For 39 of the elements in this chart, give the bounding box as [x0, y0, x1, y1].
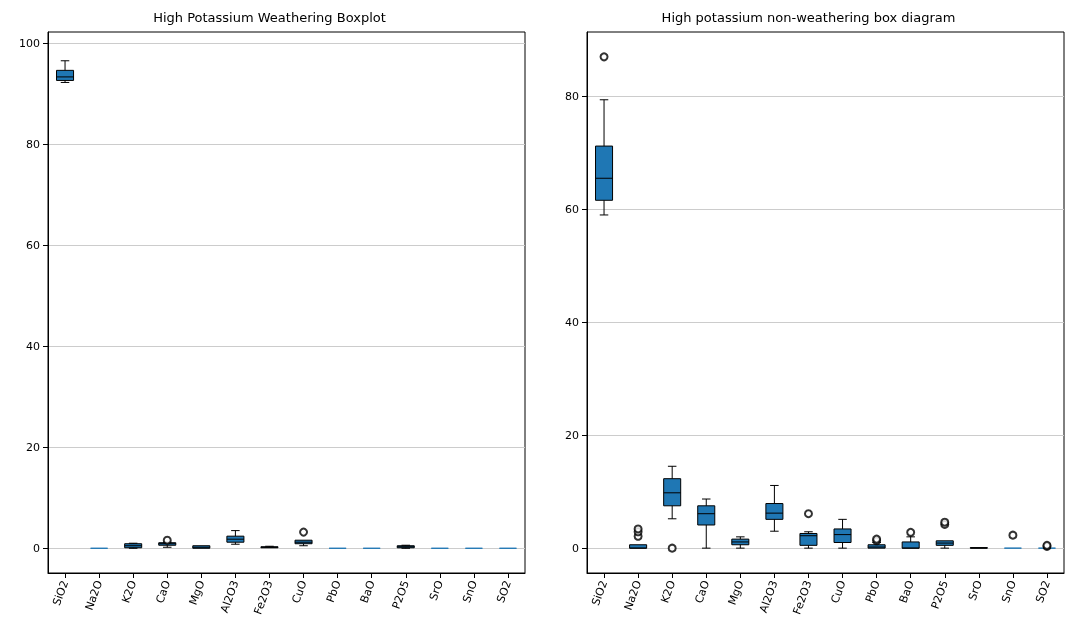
x-tick-label: PbO	[323, 578, 344, 605]
y-tick-label: 60	[26, 238, 40, 252]
y-tick-label: 20	[564, 428, 579, 442]
x-tick-label: Na2O	[621, 578, 644, 613]
x-tick-label: SnO	[998, 578, 1019, 605]
x-tick-label: P2O5	[389, 578, 412, 611]
x-tick-label: K2O	[119, 578, 140, 605]
chart-title: High Potassium Weathering Boxplot	[153, 10, 386, 25]
x-tick-label: K2O	[657, 578, 678, 605]
x-tick-label: Na2O	[82, 578, 106, 613]
x-tick-label: SiO2	[588, 578, 610, 608]
y-tick-label: 0	[33, 541, 40, 555]
y-tick-label: 40	[564, 315, 579, 329]
x-tick-label: BaO	[896, 578, 917, 605]
x-tick-label: SrO	[426, 578, 447, 603]
x-tick-label: CaO	[691, 578, 712, 605]
x-tick-label: SiO2	[50, 578, 72, 608]
x-tick-label: MgO	[186, 578, 208, 607]
y-tick-label: 40	[26, 339, 40, 353]
x-tick-label: Al2O3	[756, 578, 780, 615]
x-tick-label: SO2	[1032, 578, 1053, 605]
y-tick-label: 0	[571, 541, 579, 555]
x-tick-label: CuO	[827, 578, 849, 606]
y-tick-label: 80	[26, 138, 40, 152]
y-tick-label: 80	[564, 89, 579, 103]
x-tick-label: P2O5	[928, 578, 951, 611]
y-tick-label: 20	[26, 440, 40, 454]
x-tick-label: MgO	[725, 578, 747, 607]
x-tick-label: BaO	[357, 578, 378, 605]
x-tick-label: SnO	[460, 578, 481, 605]
x-tick-label: Al2O3	[217, 578, 242, 615]
x-tick-label: PbO	[862, 578, 883, 605]
x-tick-label: CaO	[153, 578, 174, 605]
x-tick-label: CuO	[289, 578, 310, 606]
x-tick-label: SO2	[494, 578, 515, 605]
y-tick-label: 60	[564, 202, 579, 216]
x-tick-label: SrO	[965, 578, 985, 603]
chart-title: High potassium non-weathering box diagram	[661, 10, 955, 25]
y-tick-label: 100	[19, 37, 40, 51]
